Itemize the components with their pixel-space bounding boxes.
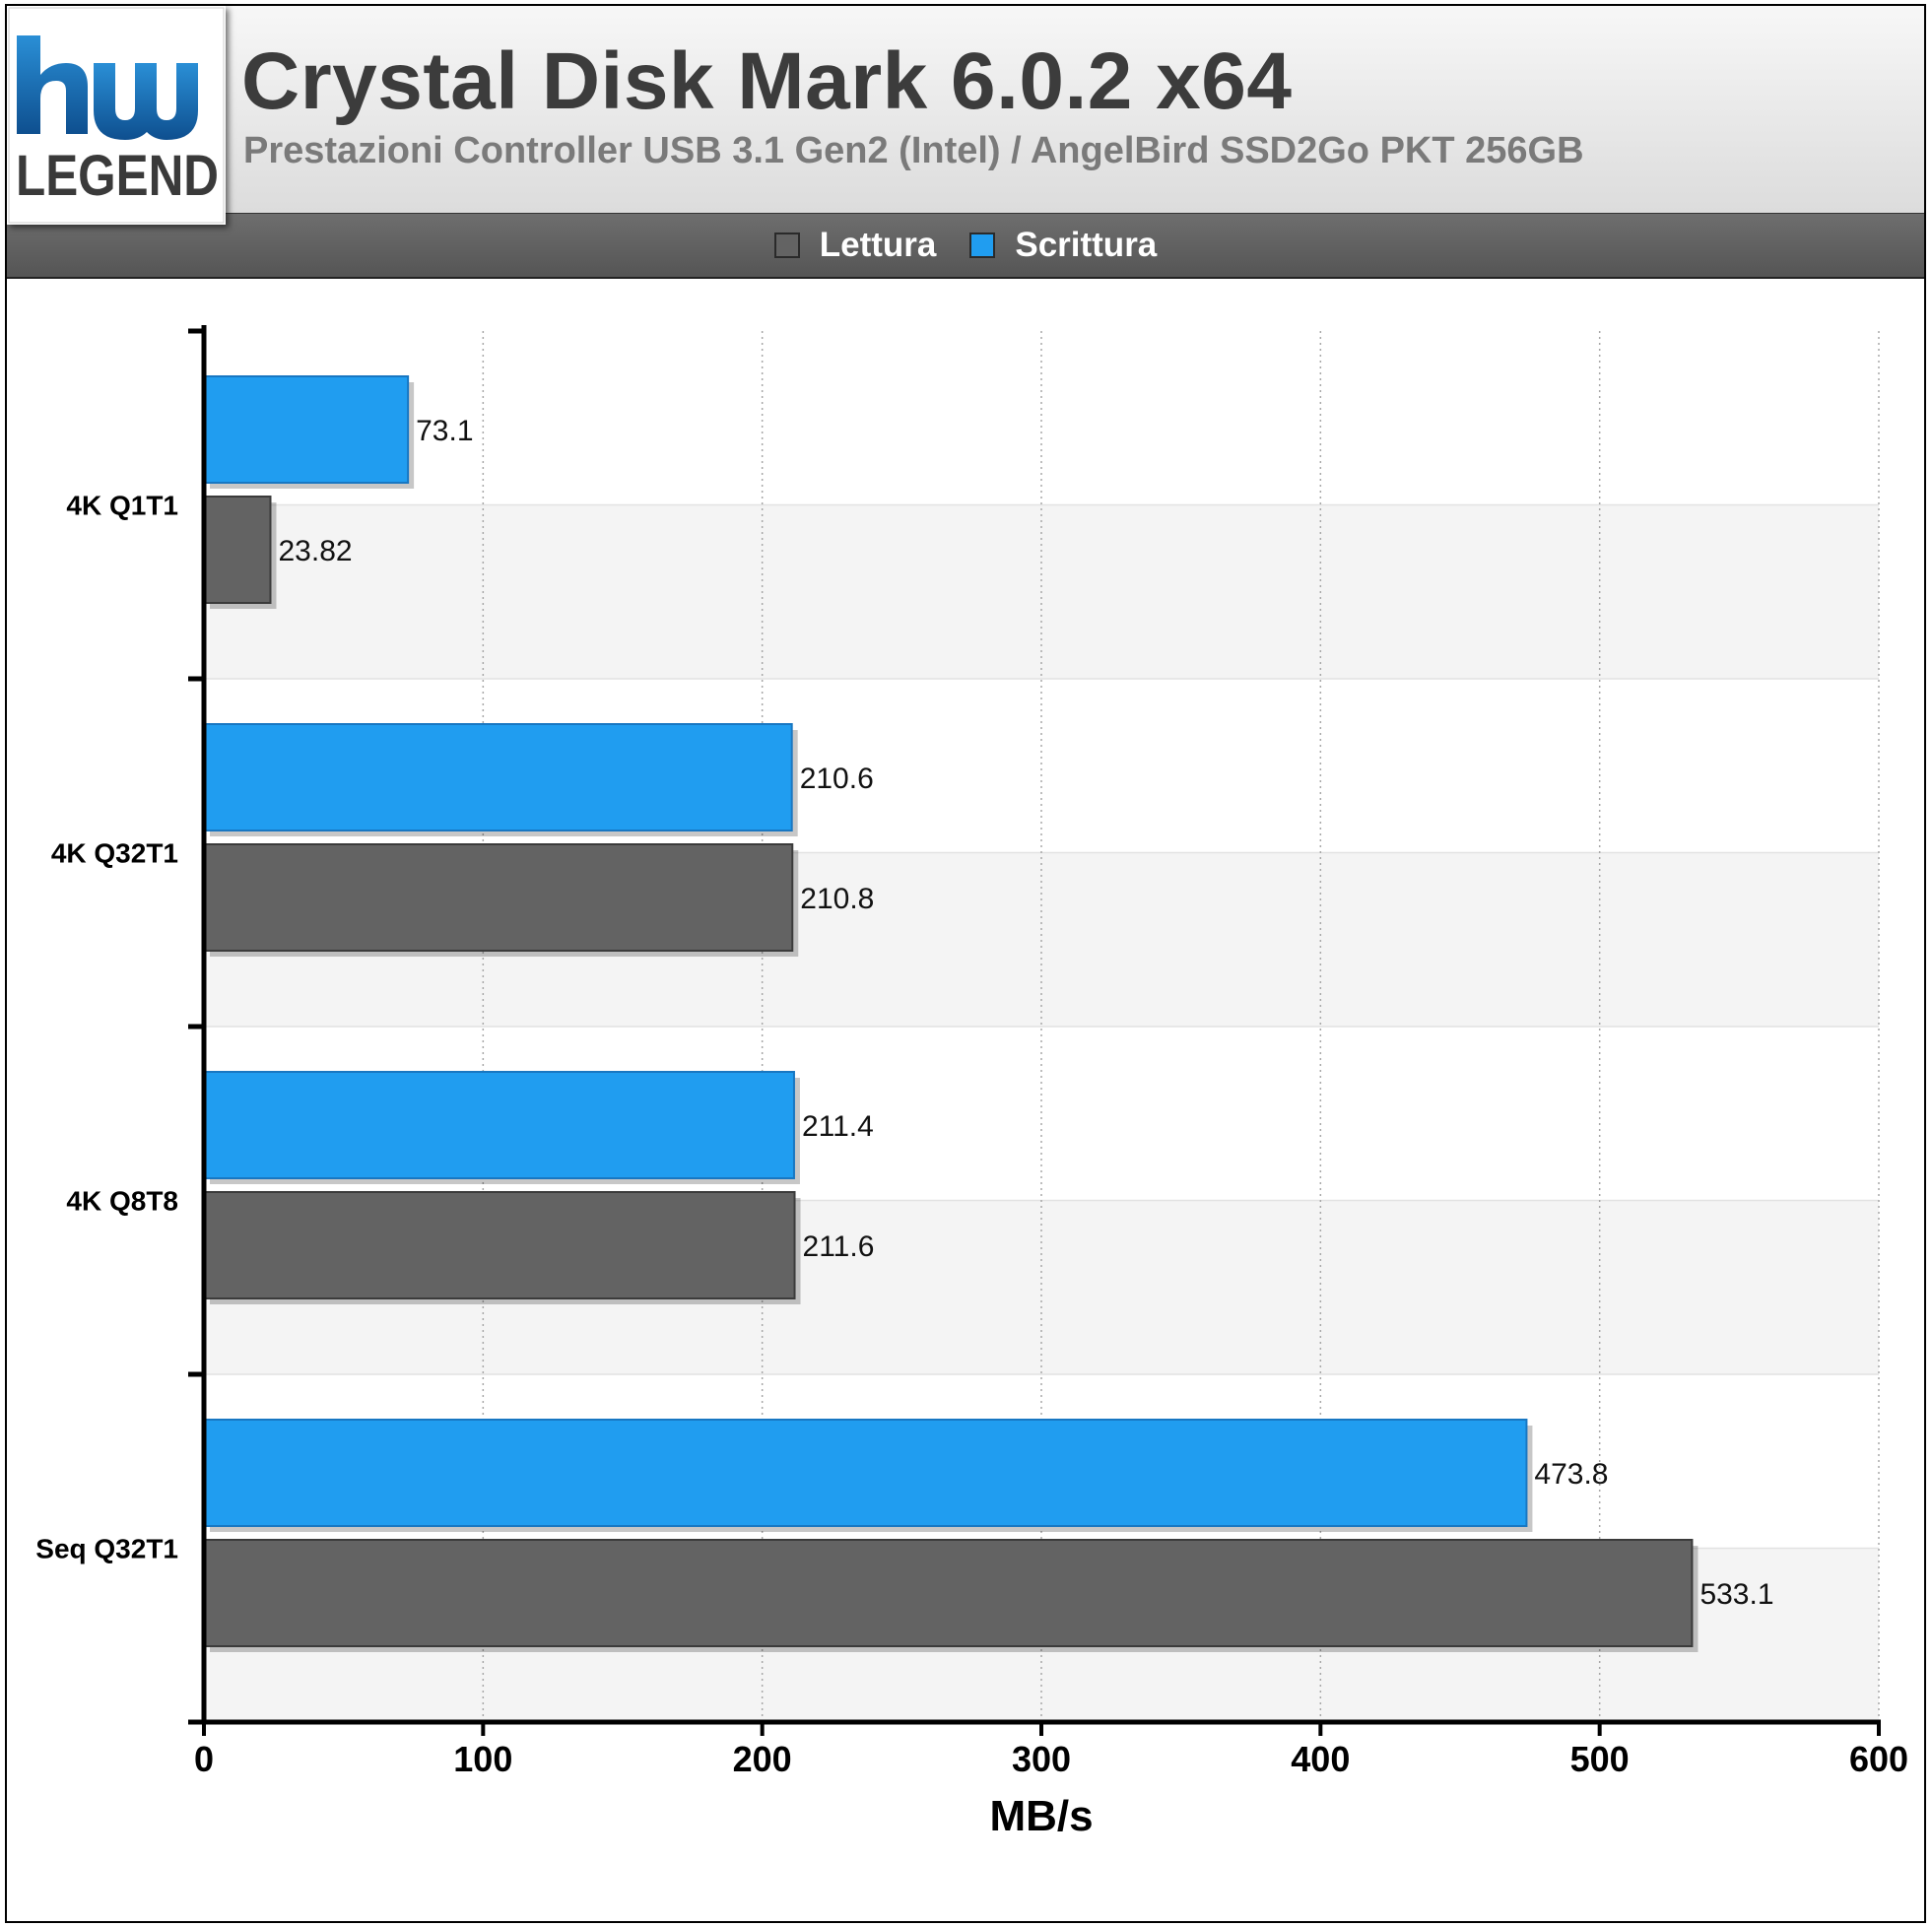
x-tick-label: 100 [453, 1739, 512, 1779]
x-tick-label: 300 [1012, 1739, 1071, 1779]
hwlegend-logo: LEGEND [7, 6, 226, 225]
bar-chart: 73.1 23.82 4K Q1T1 210.6 210.8 4K Q32T1 211.4 2… [35, 325, 1908, 1840]
category-label-4k-q1t1: 4K Q1T1 [66, 491, 178, 521]
legend-label-scrittura: Scrittura [1015, 226, 1158, 264]
chart-subtitle: Prestazioni Controller USB 3.1 Gen2 (Int… [243, 130, 1584, 171]
bar-scrittura-4k-q8t8 [203, 1071, 795, 1179]
plot-band-upper [204, 331, 1879, 505]
value-label-lettura-4k-q1t1: 23.82 [278, 535, 352, 567]
value-label-scrittura-4k-q32t1: 210.6 [800, 763, 874, 795]
value-label-scrittura-4k-q8t8: 211.4 [802, 1110, 874, 1143]
hwlegend-logo-mark: LEGEND [8, 7, 225, 224]
bar-lettura-4k-q8t8 [203, 1191, 796, 1299]
category-label-4k-q32t1: 4K Q32T1 [51, 838, 178, 869]
bar-lettura-4k-q32t1 [203, 843, 794, 952]
x-tick-label: 500 [1570, 1739, 1630, 1779]
value-label-scrittura-4k-q1t1: 73.1 [416, 415, 473, 447]
legend-item-lettura: Lettura [773, 226, 937, 265]
legend-swatch-scrittura [969, 233, 996, 258]
value-label-lettura-4k-q32t1: 210.8 [800, 883, 874, 915]
x-tick-label: 0 [194, 1739, 214, 1779]
x-tick-label: 600 [1849, 1739, 1908, 1779]
x-tick-label: 200 [733, 1739, 792, 1779]
value-label-lettura-seq-q32t1: 533.1 [1699, 1578, 1773, 1611]
legend-swatch-lettura [773, 233, 800, 258]
legend-bar: Lettura Scrittura [7, 213, 1924, 279]
x-tick-label: 400 [1291, 1739, 1350, 1779]
legend: Lettura Scrittura [7, 214, 1924, 277]
logo-text: LEGEND [16, 144, 219, 208]
bar-scrittura-seq-q32t1 [203, 1419, 1528, 1527]
category-label-seq-q32t1: Seq Q32T1 [35, 1534, 178, 1564]
bar-scrittura-4k-q32t1 [203, 723, 793, 831]
value-label-lettura-4k-q8t8: 211.6 [803, 1230, 875, 1263]
chart-header: Crystal Disk Mark 6.0.2 x64 Prestazioni … [7, 6, 1924, 214]
chart-title: Crystal Disk Mark 6.0.2 x64 [241, 36, 1293, 126]
x-axis-title: MB/s [989, 1792, 1093, 1840]
category-label-4k-q8t8: 4K Q8T8 [66, 1186, 178, 1217]
bar-lettura-seq-q32t1 [203, 1539, 1694, 1647]
bar-lettura-4k-q1t1 [203, 496, 272, 604]
legend-label-lettura: Lettura [819, 226, 937, 264]
bar-scrittura-4k-q1t1 [203, 375, 410, 484]
value-label-scrittura-seq-q32t1: 473.8 [1534, 1458, 1608, 1491]
chart-frame: Crystal Disk Mark 6.0.2 x64 Prestazioni … [5, 4, 1926, 1923]
legend-item-scrittura: Scrittura [969, 226, 1157, 265]
